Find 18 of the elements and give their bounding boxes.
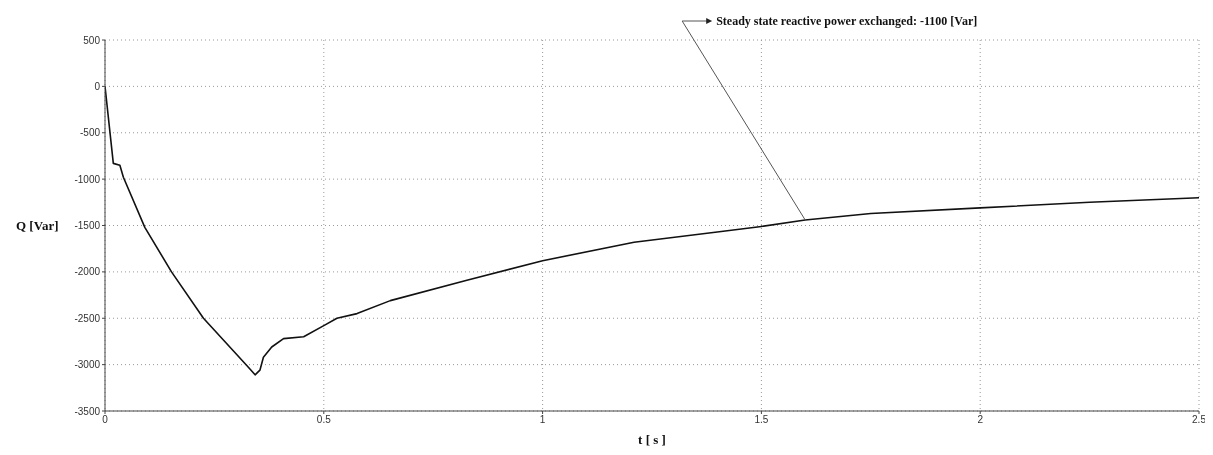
x-axis-title: t [ s ] [638, 432, 666, 447]
x-tick-label: 0 [102, 414, 109, 426]
x-tick-label: 2.5 [1192, 414, 1207, 426]
y-tick-label: -1500 [74, 220, 101, 232]
y-tick-label: -3500 [74, 405, 101, 417]
y-tick-label: -3000 [74, 359, 101, 371]
x-tick-label: 0.5 [316, 414, 332, 426]
y-tick-label: -2000 [74, 266, 101, 278]
y-tick-label: 500 [83, 34, 101, 46]
y-tick-label: -500 [79, 127, 101, 139]
y-tick-label: -1000 [74, 173, 101, 185]
annotation: Steady state reactive power exchanged: -1100 [Var] [716, 14, 978, 28]
x-tick-label: 1 [539, 414, 546, 426]
y-tick-label: 0 [94, 80, 101, 92]
x-tick-label: 1.5 [754, 414, 769, 426]
y-axis-title: Q [Var] [16, 218, 59, 234]
x-tick-label: 2 [977, 414, 984, 426]
y-tick-label: -2500 [74, 312, 101, 324]
